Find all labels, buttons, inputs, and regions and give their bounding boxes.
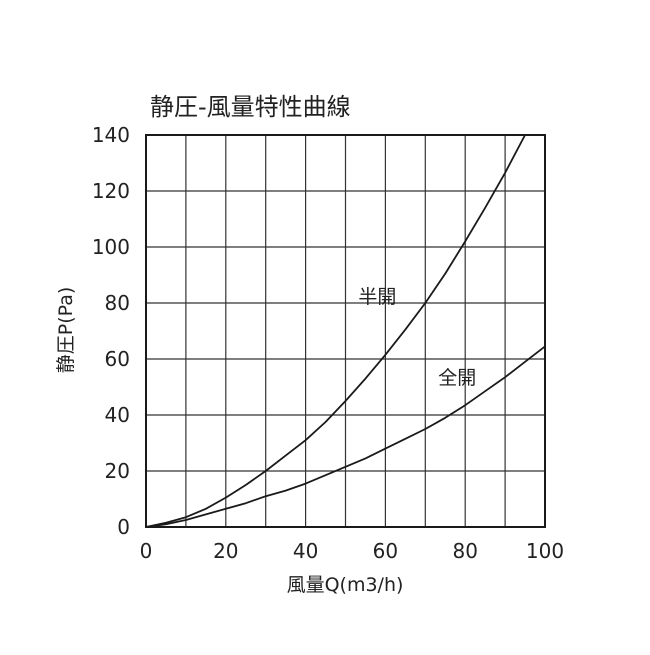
- y-tick-label: 80: [105, 291, 130, 315]
- y-tick-labels: 0 20 40 60 80 100 120 140: [92, 123, 130, 539]
- y-axis-label: 静圧P(Pa): [55, 287, 77, 374]
- x-tick-label: 0: [140, 539, 153, 563]
- x-tick-labels: 0 20 40 60 80 100: [140, 539, 564, 563]
- series-label-2: 全開: [438, 367, 476, 389]
- y-tick-label: 0: [117, 515, 130, 539]
- chart-title: 静圧-風量特性曲線: [150, 93, 351, 121]
- x-tick-label: 20: [213, 539, 238, 563]
- x-tick-label: 60: [373, 539, 398, 563]
- x-tick-label: 40: [293, 539, 318, 563]
- x-axis-label: 風量Q(m3/h): [287, 574, 404, 596]
- x-tick-label: 80: [452, 539, 477, 563]
- y-tick-label: 20: [105, 459, 130, 483]
- y-tick-label: 60: [105, 347, 130, 371]
- y-tick-label: 100: [92, 235, 130, 259]
- y-tick-label: 140: [92, 123, 130, 147]
- grid: [146, 135, 545, 527]
- x-tick-label: 100: [526, 539, 564, 563]
- y-tick-label: 40: [105, 403, 130, 427]
- series-line-1: [146, 135, 525, 527]
- y-tick-label: 120: [92, 179, 130, 203]
- series-label-1: 半開: [358, 286, 396, 308]
